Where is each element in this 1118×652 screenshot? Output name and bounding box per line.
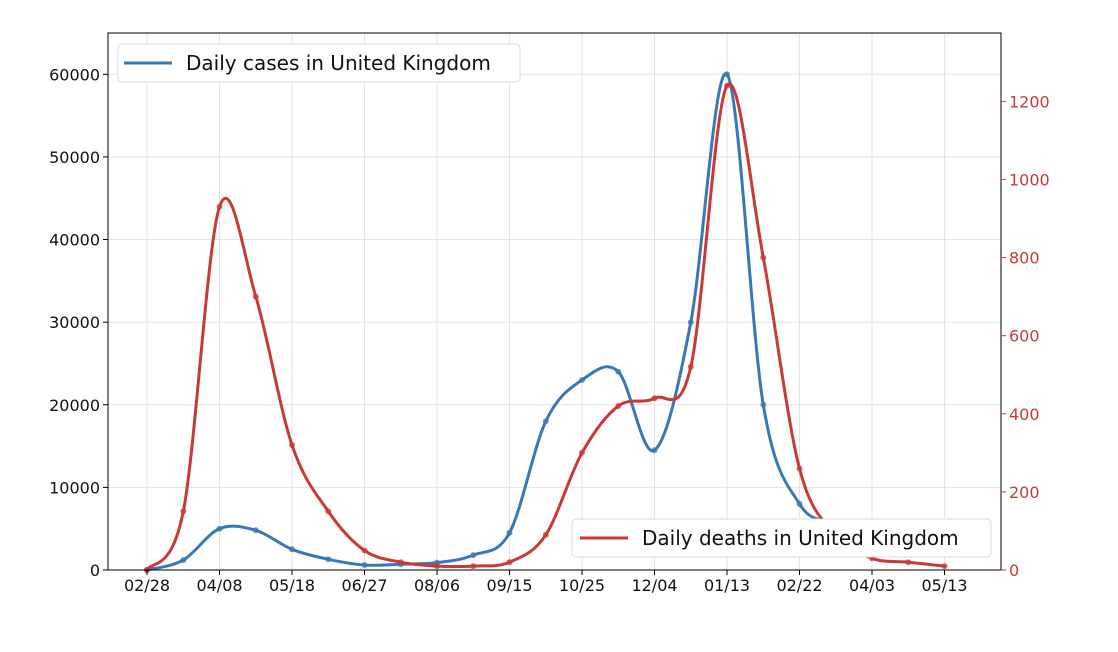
y-right-tick-label: 0 xyxy=(1009,561,1019,580)
series-point-0 xyxy=(470,552,477,559)
series-point-0 xyxy=(180,557,187,564)
x-tick-label: 04/08 xyxy=(196,576,242,595)
series-layer xyxy=(144,71,948,573)
x-tick-label: 09/15 xyxy=(486,576,532,595)
series-point-1 xyxy=(724,82,730,89)
series-point-0 xyxy=(796,500,803,507)
x-tick-label: 05/13 xyxy=(921,576,967,595)
plot-area xyxy=(108,33,1001,570)
series-point-0 xyxy=(542,418,549,425)
y-left-tick-label: 50000 xyxy=(49,148,100,167)
axis-layer: 02/28 04/08 05/18 06/27 08/06 09/15 10/25 12/04… xyxy=(49,65,1050,595)
series-point-0 xyxy=(724,71,730,78)
y-left-tick-label: 60000 xyxy=(49,65,100,84)
series-point-1 xyxy=(470,563,477,570)
series-point-0 xyxy=(651,447,658,454)
y-left-tick-label: 20000 xyxy=(49,396,100,415)
series-point-0 xyxy=(615,368,622,375)
x-tick-label: 01/13 xyxy=(704,576,750,595)
y-right-tick-label: 1000 xyxy=(1009,170,1050,189)
series-point-0 xyxy=(216,525,223,532)
y-right-tick-label: 200 xyxy=(1009,483,1040,502)
x-tick-label: 02/22 xyxy=(776,576,822,595)
series-point-1 xyxy=(325,508,332,515)
series-point-1 xyxy=(216,203,223,210)
series-point-1 xyxy=(796,465,803,472)
x-tick-label: 08/06 xyxy=(414,576,460,595)
series-point-0 xyxy=(506,529,513,536)
y-right-tick-label: 1200 xyxy=(1009,92,1050,111)
series-point-1 xyxy=(361,547,368,554)
legend-deaths-box xyxy=(571,518,992,558)
legend-cases: Daily cases in United Kingdom xyxy=(117,43,521,83)
series-point-1 xyxy=(180,508,187,515)
series-point-1 xyxy=(434,563,440,570)
x-tick-label: 10/25 xyxy=(559,576,605,595)
series-point-1 xyxy=(289,442,295,448)
series-point-0 xyxy=(289,546,295,553)
series-point-1 xyxy=(542,531,549,538)
series-point-0 xyxy=(325,556,332,563)
y-right-tick-label: 600 xyxy=(1009,327,1040,346)
series-point-0 xyxy=(579,377,585,383)
series-line-1 xyxy=(145,82,946,572)
x-tick-label: 04/03 xyxy=(849,576,895,595)
legend-deaths: Daily deaths in United Kingdom xyxy=(571,518,992,558)
y-left-tick-label: 0 xyxy=(90,561,100,580)
y-right-tick-label: 800 xyxy=(1009,249,1040,268)
plot-frame xyxy=(107,32,1002,571)
series-point-1 xyxy=(579,449,585,456)
series-point-1 xyxy=(941,563,948,570)
series-point-0 xyxy=(687,319,694,326)
y-right-tick-label: 400 xyxy=(1009,405,1040,424)
legend-cases-box xyxy=(117,43,521,83)
series-point-1 xyxy=(760,254,767,261)
series-point-1 xyxy=(651,395,658,402)
y-left-tick-label: 30000 xyxy=(49,313,100,332)
series-point-1 xyxy=(687,363,694,370)
y-left-tick-label: 10000 xyxy=(49,478,100,497)
x-tick-label: 02/28 xyxy=(124,576,170,595)
series-point-1 xyxy=(397,559,404,566)
legend-cases-label: Daily cases in United Kingdom xyxy=(186,51,491,75)
series-point-1 xyxy=(615,403,622,409)
series-point-1 xyxy=(905,559,912,566)
x-tick-label: 12/04 xyxy=(631,576,677,595)
series-line-0 xyxy=(145,72,946,572)
y-left-tick-label: 40000 xyxy=(49,231,100,250)
series-point-1 xyxy=(252,293,259,300)
series-point-1 xyxy=(506,559,513,566)
series-point-0 xyxy=(760,401,767,408)
x-tick-label: 06/27 xyxy=(341,576,387,595)
x-tick-label: 05/18 xyxy=(269,576,315,595)
series-point-0 xyxy=(361,562,368,568)
series-point-0 xyxy=(252,527,259,534)
legend-deaths-label: Daily deaths in United Kingdom xyxy=(642,526,959,550)
